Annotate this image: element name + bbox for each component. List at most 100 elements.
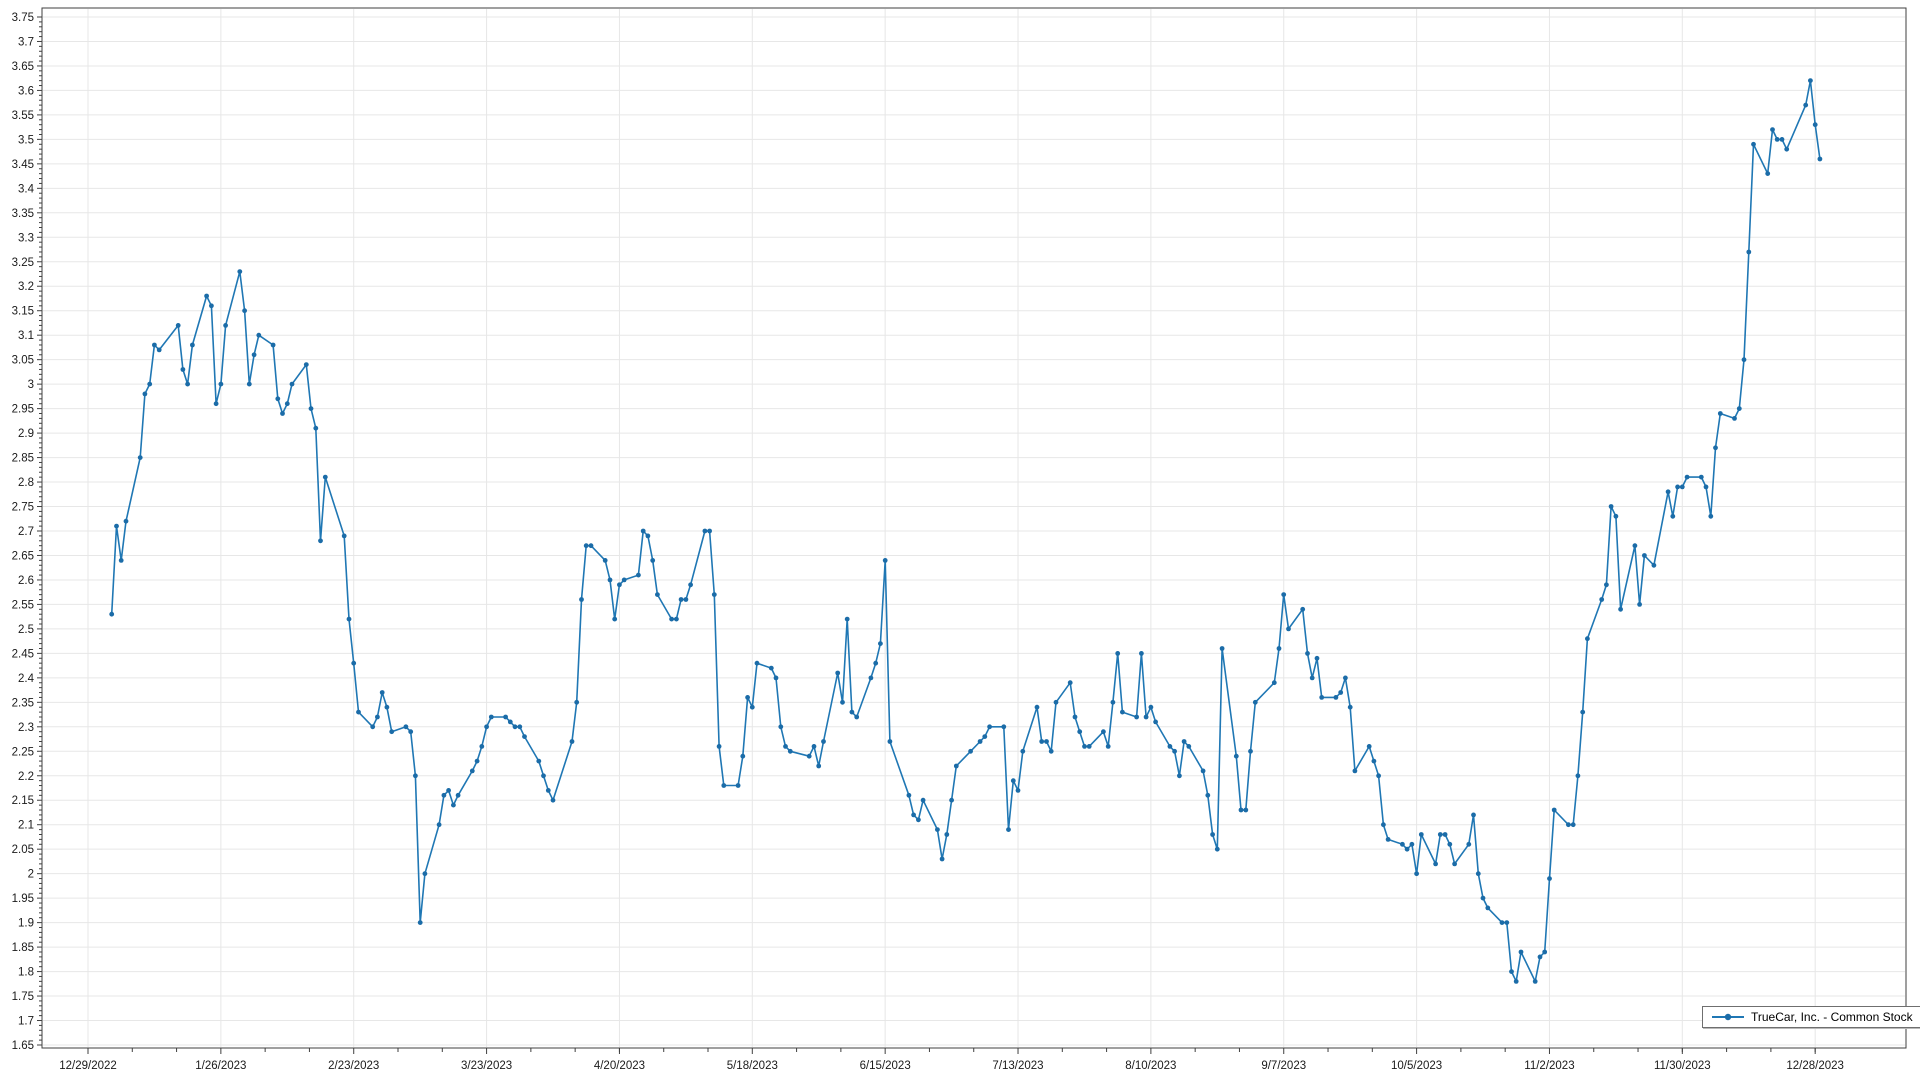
data-point[interactable]	[1717, 411, 1723, 416]
data-point[interactable]	[1404, 846, 1410, 852]
data-point[interactable]	[768, 665, 774, 671]
data-point[interactable]	[574, 699, 580, 705]
data-point[interactable]	[152, 342, 157, 348]
data-point[interactable]	[1765, 171, 1771, 177]
data-point[interactable]	[375, 714, 380, 720]
data-point[interactable]	[1238, 807, 1244, 813]
data-point[interactable]	[1808, 78, 1813, 83]
data-point[interactable]	[1186, 744, 1192, 749]
data-point[interactable]	[1177, 773, 1182, 779]
data-point[interactable]	[545, 788, 551, 793]
data-point[interactable]	[275, 396, 281, 402]
data-point[interactable]	[1580, 709, 1586, 715]
data-point[interactable]	[583, 543, 589, 549]
data-point[interactable]	[142, 391, 148, 397]
data-point[interactable]	[1347, 704, 1353, 710]
data-point[interactable]	[773, 675, 779, 681]
data-point[interactable]	[977, 739, 983, 744]
data-point[interactable]	[1300, 606, 1306, 612]
data-point[interactable]	[935, 827, 940, 832]
data-point[interactable]	[953, 763, 959, 769]
data-point[interactable]	[1736, 406, 1742, 411]
data-point[interactable]	[1134, 714, 1139, 720]
data-point[interactable]	[655, 592, 660, 597]
data-point[interactable]	[716, 744, 722, 749]
data-point[interactable]	[1153, 719, 1158, 725]
data-point[interactable]	[1172, 748, 1177, 754]
data-point[interactable]	[1034, 704, 1040, 710]
data-point[interactable]	[1082, 744, 1087, 749]
data-point[interactable]	[1433, 861, 1438, 867]
data-point[interactable]	[1547, 876, 1552, 881]
data-point[interactable]	[190, 342, 195, 348]
data-point[interactable]	[1243, 807, 1249, 813]
data-point[interactable]	[137, 455, 143, 460]
data-point[interactable]	[1148, 704, 1154, 710]
data-point[interactable]	[289, 381, 295, 387]
data-point[interactable]	[1613, 513, 1619, 519]
data-point[interactable]	[1698, 474, 1704, 480]
data-point[interactable]	[1077, 729, 1083, 735]
data-point[interactable]	[313, 425, 319, 431]
data-point[interactable]	[1219, 646, 1225, 651]
data-point[interactable]	[1608, 504, 1614, 509]
data-point[interactable]	[156, 347, 162, 353]
data-point[interactable]	[1570, 822, 1576, 828]
data-point[interactable]	[1708, 513, 1714, 519]
data-point[interactable]	[1684, 474, 1690, 480]
data-point[interactable]	[844, 616, 850, 622]
data-point[interactable]	[441, 792, 447, 798]
data-point[interactable]	[868, 675, 874, 681]
data-point[interactable]	[1044, 739, 1049, 744]
data-point[interactable]	[735, 783, 741, 788]
data-point[interactable]	[1542, 949, 1548, 955]
data-point[interactable]	[308, 406, 314, 411]
data-point[interactable]	[1518, 949, 1524, 955]
series-line[interactable]	[110, 79, 1821, 983]
data-point[interactable]	[356, 709, 361, 715]
data-point[interactable]	[1485, 905, 1491, 911]
data-point[interactable]	[1741, 357, 1747, 363]
data-point[interactable]	[1751, 141, 1756, 147]
data-point[interactable]	[1504, 920, 1510, 925]
data-point[interactable]	[417, 920, 423, 925]
data-point[interactable]	[939, 856, 945, 862]
data-point[interactable]	[507, 719, 513, 725]
data-point[interactable]	[1376, 773, 1381, 779]
data-point[interactable]	[1385, 837, 1391, 842]
data-point[interactable]	[669, 616, 674, 622]
data-point[interactable]	[322, 474, 328, 480]
data-point[interactable]	[1418, 832, 1424, 837]
data-point[interactable]	[512, 724, 518, 730]
data-point[interactable]	[1732, 416, 1737, 421]
data-point[interactable]	[1015, 788, 1021, 793]
data-point[interactable]	[1233, 753, 1239, 759]
data-point[interactable]	[1437, 832, 1443, 837]
data-point[interactable]	[403, 724, 409, 730]
data-point[interactable]	[517, 724, 523, 730]
data-point[interactable]	[488, 714, 494, 720]
data-point[interactable]	[1053, 699, 1059, 705]
data-point[interactable]	[118, 558, 124, 563]
data-point[interactable]	[1513, 979, 1519, 984]
data-point[interactable]	[906, 792, 912, 798]
data-point[interactable]	[446, 788, 451, 793]
data-point[interactable]	[1665, 489, 1671, 495]
data-point[interactable]	[1110, 699, 1116, 705]
data-point[interactable]	[887, 739, 893, 744]
data-point[interactable]	[835, 670, 841, 676]
data-point[interactable]	[422, 871, 428, 877]
data-point[interactable]	[1679, 484, 1685, 490]
data-point[interactable]	[1352, 768, 1358, 774]
data-point[interactable]	[1637, 602, 1642, 607]
data-point[interactable]	[754, 660, 760, 666]
data-point[interactable]	[740, 753, 746, 759]
data-point[interactable]	[185, 381, 191, 387]
data-point[interactable]	[1314, 655, 1320, 661]
data-point[interactable]	[745, 695, 750, 700]
data-point[interactable]	[1784, 146, 1790, 152]
data-point[interactable]	[1670, 513, 1676, 519]
data-point[interactable]	[284, 401, 290, 407]
data-point[interactable]	[1746, 249, 1752, 255]
data-point[interactable]	[413, 773, 418, 779]
